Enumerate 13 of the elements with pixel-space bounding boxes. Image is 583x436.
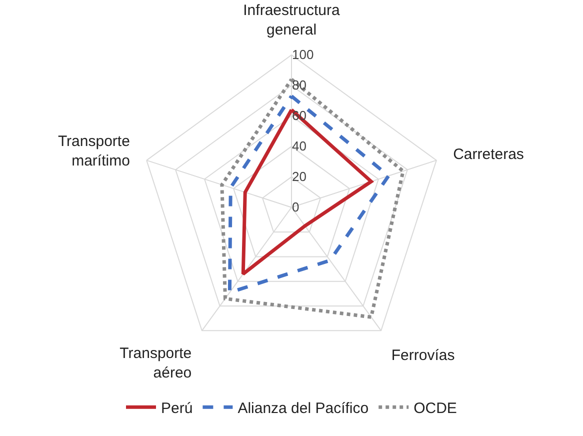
spoke-label: Infraestructura general (243, 2, 341, 38)
y-tick-label: 80 (292, 78, 306, 93)
legend-label: OCDE (414, 400, 457, 417)
legend-label: Alianza del Pacífico (238, 400, 369, 417)
spoke-label: Ferrovías (391, 347, 455, 364)
spoke-label: Transporte marítimo (58, 133, 130, 170)
y-tick-label: 0 (292, 200, 300, 215)
y-tick-label: 20 (292, 169, 306, 184)
spoke-label: Transporte aéreo (120, 345, 192, 382)
y-tick-label: 100 (292, 47, 314, 62)
legend-label: Perú (161, 400, 193, 417)
spoke-label: Carreteras (453, 146, 524, 163)
y-tick-label: 40 (292, 138, 306, 154)
